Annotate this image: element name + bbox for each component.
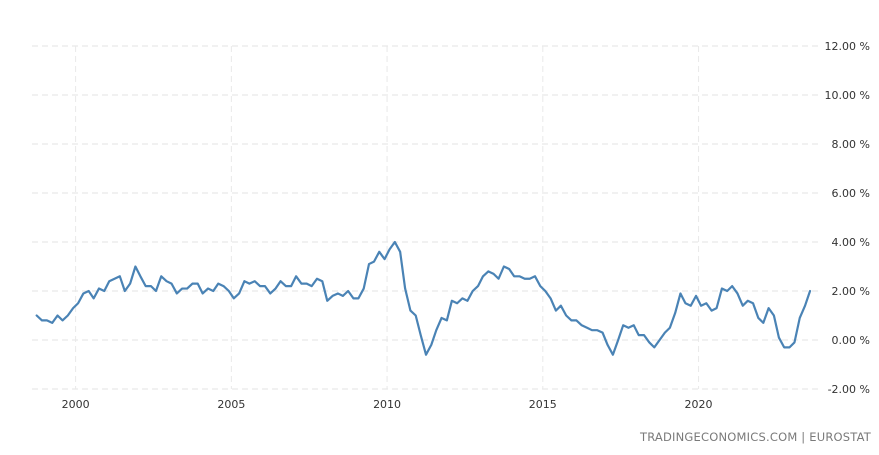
y-tick-label: 10.00 % [825,89,870,102]
x-axis-ticks: 2000 2005 2010 2015 2020 [62,398,713,411]
series-group [35,240,812,356]
y-tick-label: -2.00 % [828,383,870,396]
x-tick-label: 2015 [529,398,557,411]
y-tick-label: 2.00 % [832,285,870,298]
x-tick-label: 2000 [62,398,90,411]
y-axis-ticks: 12.00 % 10.00 % 8.00 % 6.00 % 4.00 % 2.00 % 0.… [825,40,870,396]
y-tick-label: 6.00 % [832,187,870,200]
y-tick-label: 12.00 % [825,40,870,53]
x-tick-label: 2020 [685,398,713,411]
y-tick-label: 0.00 % [832,334,870,347]
x-tick-label: 2005 [217,398,245,411]
source-credit: TRADINGECONOMICS.COM | EUROSTAT [639,430,872,444]
x-tick-label: 2010 [373,398,401,411]
y-tick-label: 4.00 % [832,236,870,249]
y-tick-label: 8.00 % [832,138,870,151]
series-line [35,240,812,356]
grid-lines [32,45,820,390]
